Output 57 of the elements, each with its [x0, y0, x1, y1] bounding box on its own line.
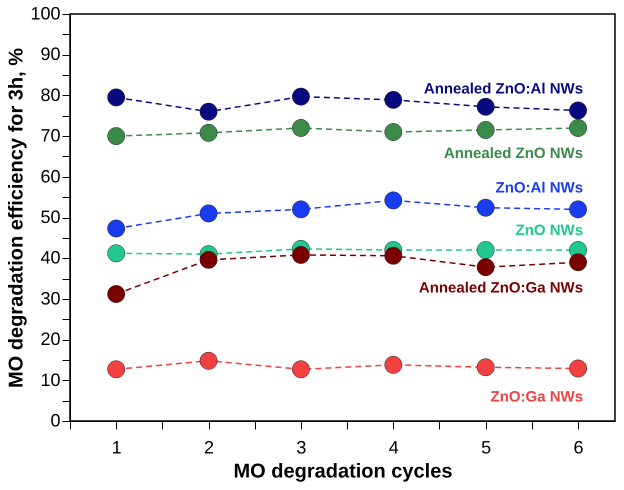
x-tick-label: 5 — [481, 438, 492, 458]
x-tick-label: 3 — [296, 438, 306, 458]
y-tick-label: 50 — [40, 207, 60, 227]
point — [384, 246, 402, 265]
point — [200, 352, 218, 370]
point — [292, 200, 310, 218]
y-tick-label: 20 — [40, 329, 60, 350]
y-tick-label: 70 — [40, 126, 60, 146]
y-tick-label: 80 — [40, 84, 60, 105]
y-tick-label: 10 — [40, 370, 60, 390]
point — [476, 198, 495, 217]
point — [107, 244, 126, 262]
x-tick-label: 1 — [112, 438, 122, 458]
point — [569, 119, 587, 137]
point — [476, 258, 495, 276]
series-label: ZnO:Ga NWs — [490, 388, 584, 406]
point — [292, 119, 310, 137]
point — [107, 220, 126, 238]
series-label: ZnO NWs — [516, 222, 584, 240]
series-label: Annealed ZnO:Ga NWs — [418, 279, 584, 296]
x-tick-label: 4 — [388, 438, 399, 458]
point — [292, 246, 310, 264]
point — [476, 241, 495, 259]
point — [292, 360, 310, 378]
point — [107, 285, 126, 303]
point — [569, 360, 587, 378]
series-label: Annealed ZnO NWs — [444, 144, 584, 162]
x-axis-title: MO degradation cycles — [234, 460, 452, 482]
point — [107, 127, 126, 145]
point — [200, 124, 218, 142]
point — [476, 121, 495, 139]
point — [569, 200, 587, 218]
point — [476, 98, 495, 116]
x-tick-label: 6 — [574, 438, 584, 458]
point — [569, 253, 587, 272]
x-tick-label: 2 — [204, 438, 214, 458]
series-label: ZnO:Al NWs — [496, 179, 584, 196]
y-axis-title: MO degradation efficiency for 3h, % — [5, 48, 28, 388]
point — [200, 204, 218, 222]
point — [107, 360, 126, 378]
point — [107, 88, 126, 106]
y-tick-label: 60 — [40, 166, 60, 186]
series-label: Annealed ZnO:Al NWs — [424, 80, 584, 98]
point — [384, 123, 402, 141]
y-tick-label: 0 — [50, 410, 60, 430]
y-tick-label: 90 — [40, 44, 60, 64]
point — [200, 250, 218, 269]
point — [292, 88, 310, 106]
point — [569, 102, 587, 120]
point — [384, 90, 402, 109]
y-tick-label: 30 — [40, 288, 60, 308]
y-tick-label: 40 — [40, 248, 60, 268]
point — [384, 192, 402, 210]
point — [384, 356, 402, 374]
y-tick-label: 100 — [30, 4, 60, 24]
point — [476, 358, 495, 376]
point — [200, 102, 218, 121]
